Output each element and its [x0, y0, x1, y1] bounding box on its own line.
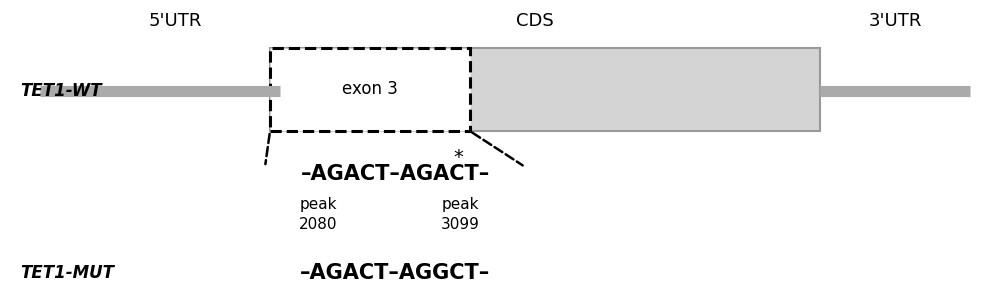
Text: CDS: CDS — [516, 12, 554, 30]
Text: 3099: 3099 — [441, 218, 479, 232]
Bar — [270, 48, 470, 131]
Text: exon 3: exon 3 — [342, 80, 398, 98]
Text: *: * — [453, 148, 463, 167]
Text: TET1-MUT: TET1-MUT — [20, 264, 114, 282]
Text: –AGACT–AGACT–: –AGACT–AGACT– — [300, 164, 490, 184]
Text: TET1-WT: TET1-WT — [20, 82, 102, 100]
Text: –AGACT–AGGCT–: –AGACT–AGGCT– — [300, 263, 490, 283]
Text: 5'UTR: 5'UTR — [148, 12, 202, 30]
Text: 3'UTR: 3'UTR — [868, 12, 922, 30]
Bar — [270, 48, 820, 131]
Text: peak: peak — [299, 197, 337, 212]
Text: peak: peak — [441, 197, 479, 212]
Text: 2080: 2080 — [299, 218, 337, 232]
